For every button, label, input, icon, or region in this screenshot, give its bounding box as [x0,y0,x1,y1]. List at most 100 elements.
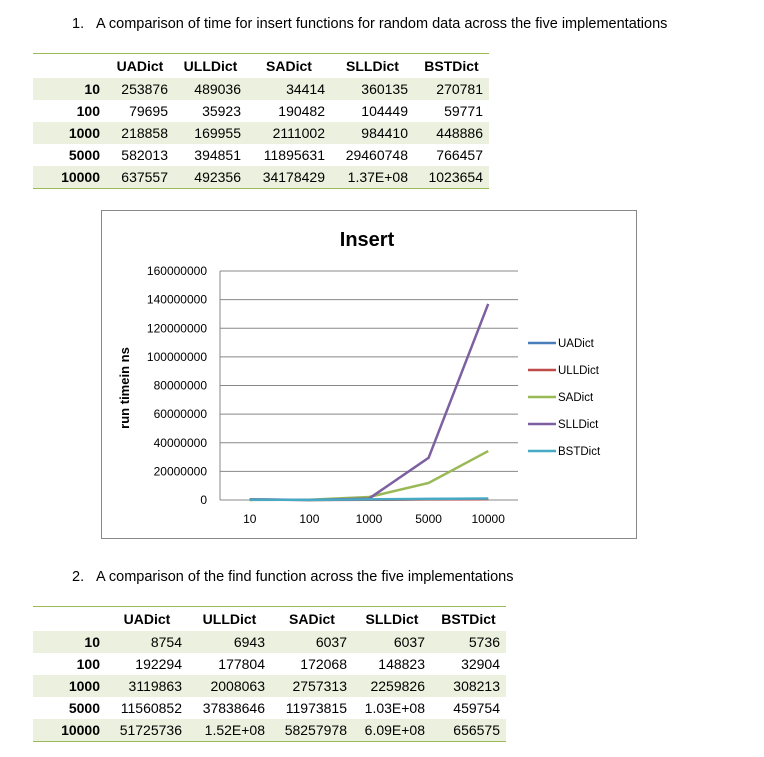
table-row: 10000 637557 492356 34178429 1.37E+08 1023654 [33,166,489,189]
legend-label: SADict [558,392,594,404]
section-title: A comparison of time for insert function… [96,16,668,32]
table-cell: 270781 [436,81,483,97]
corner-cell [33,607,106,632]
column-header: SLLDict [365,611,419,627]
y-axis-label: run timein ns [117,347,132,429]
legend-label: BSTDict [558,446,601,458]
table-cell: 394851 [194,147,241,163]
section-number: 2. [72,569,85,585]
table-cell: 308213 [453,678,500,694]
table-cell: 984410 [361,125,408,141]
row-label: 100 [76,103,100,119]
table-cell: 169955 [194,125,241,141]
table-cell: 1.37E+08 [347,169,408,185]
table-cell: 29460748 [345,147,408,163]
table-cell: 34178429 [262,169,325,185]
table-cell: 177804 [218,656,265,672]
table-cell: 6.09E+08 [364,722,425,738]
row-label: 10 [84,81,100,97]
y-tick-label: 20000000 [154,464,208,478]
table-cell: 6037 [393,634,425,650]
table-cell: 5736 [468,634,500,650]
table-cell: 1.52E+08 [204,722,265,738]
table-cell: 656575 [453,722,500,738]
table-cell: 360135 [361,81,408,97]
table-cell: 448886 [436,125,483,141]
table-row: 1000 3119863 2008063 2757313 2259826 308213 [33,675,506,697]
table-cell: 766457 [436,147,483,163]
table-cell: 59771 [444,103,483,119]
table-row: 100 79695 35923 190482 104449 59771 [33,100,489,122]
column-header: SADict [266,58,312,74]
section-1-heading: 1. A comparison of time for insert functi… [72,16,667,32]
section-2-heading: 2. A comparison of the find function acro… [72,569,514,585]
column-header: BSTDict [424,58,479,74]
table-cell: 2111002 [272,125,325,141]
y-tick-label: 0 [200,493,207,507]
table-cell: 51725736 [119,722,182,738]
table-cell: 11973815 [285,700,347,716]
table-cell: 11560852 [120,700,182,716]
column-header: ULLDict [202,611,257,627]
table-row: 10000 51725736 1.52E+08 58257978 6.09E+08 656… [33,719,506,742]
section-title: A comparison of the find function across… [96,569,514,585]
table-cell: 1.03E+08 [364,700,425,716]
table-cell: 58257978 [284,722,347,738]
insert-table: UADict ULLDict SADict SLLDict BSTDict 10 2538… [33,53,489,189]
row-label: 1000 [68,678,100,694]
table-cell: 253876 [121,81,168,97]
table-cell: 1023654 [428,169,483,185]
y-tick-label: 140000000 [147,293,207,307]
column-header: SLLDict [346,58,399,74]
section-number: 1. [72,16,85,32]
table-cell: 489036 [194,81,241,97]
table-cell: 104449 [361,103,408,119]
find-table: UADict ULLDict SADict SLLDict BSTDict 10 8754… [33,606,506,742]
table-cell: 637557 [121,169,168,185]
table-cell: 218858 [121,125,168,141]
table-cell: 2259826 [370,678,425,694]
table-cell: 190482 [278,103,325,119]
table-cell: 148823 [378,656,425,672]
y-tick-label: 80000000 [154,379,208,393]
legend-label: UADict [558,338,595,350]
column-header: UADict [116,58,164,74]
table-row: 10 8754 6943 6037 6037 5736 [33,631,506,653]
row-label: 10000 [61,722,100,738]
x-tick-label: 5000 [415,512,442,526]
table-row: 5000 11560852 37838646 11973815 1.03E+08 4597… [33,697,506,719]
header-row: UADict ULLDict SADict SLLDict BSTDict [33,607,506,632]
row-label: 10 [84,634,100,650]
row-label: 5000 [68,700,100,716]
y-tick-label: 160000000 [147,264,207,278]
table-cell: 492356 [194,169,241,185]
corner-cell [33,54,106,79]
table-cell: 37838646 [202,700,265,716]
legend-label: ULLDict [558,365,600,377]
table-row: 100 192294 177804 172068 148823 32904 [33,653,506,675]
insert-chart: Insert 0 20000000 40000000 60000000 80000000 1… [101,210,637,539]
column-header: SADict [289,611,335,627]
table-cell: 34414 [286,81,325,97]
row-label: 100 [76,656,100,672]
row-label: 5000 [68,147,100,163]
table-cell: 172068 [300,656,347,672]
header-row: UADict ULLDict SADict SLLDict BSTDict [33,54,489,79]
table-row: 5000 582013 394851 11895631 29460748 766457 [33,144,489,166]
column-header: UADict [123,611,171,627]
column-header: BSTDict [441,611,496,627]
table-cell: 8754 [150,634,182,650]
table-cell: 35923 [202,103,241,119]
x-tick-label: 10000 [472,512,506,526]
x-tick-label: 100 [299,512,319,526]
table-cell: 11895631 [263,147,325,163]
table-cell: 32904 [461,656,500,672]
chart-frame [101,210,637,539]
table-cell: 2008063 [210,678,265,694]
table-cell: 2757313 [292,678,347,694]
table-cell: 6037 [315,634,347,650]
y-tick-label: 40000000 [154,436,208,450]
table-row: 1000 218858 169955 2111002 984410 448886 [33,122,489,144]
legend-label: SLLDict [558,419,599,431]
x-tick-label: 10 [243,512,257,526]
